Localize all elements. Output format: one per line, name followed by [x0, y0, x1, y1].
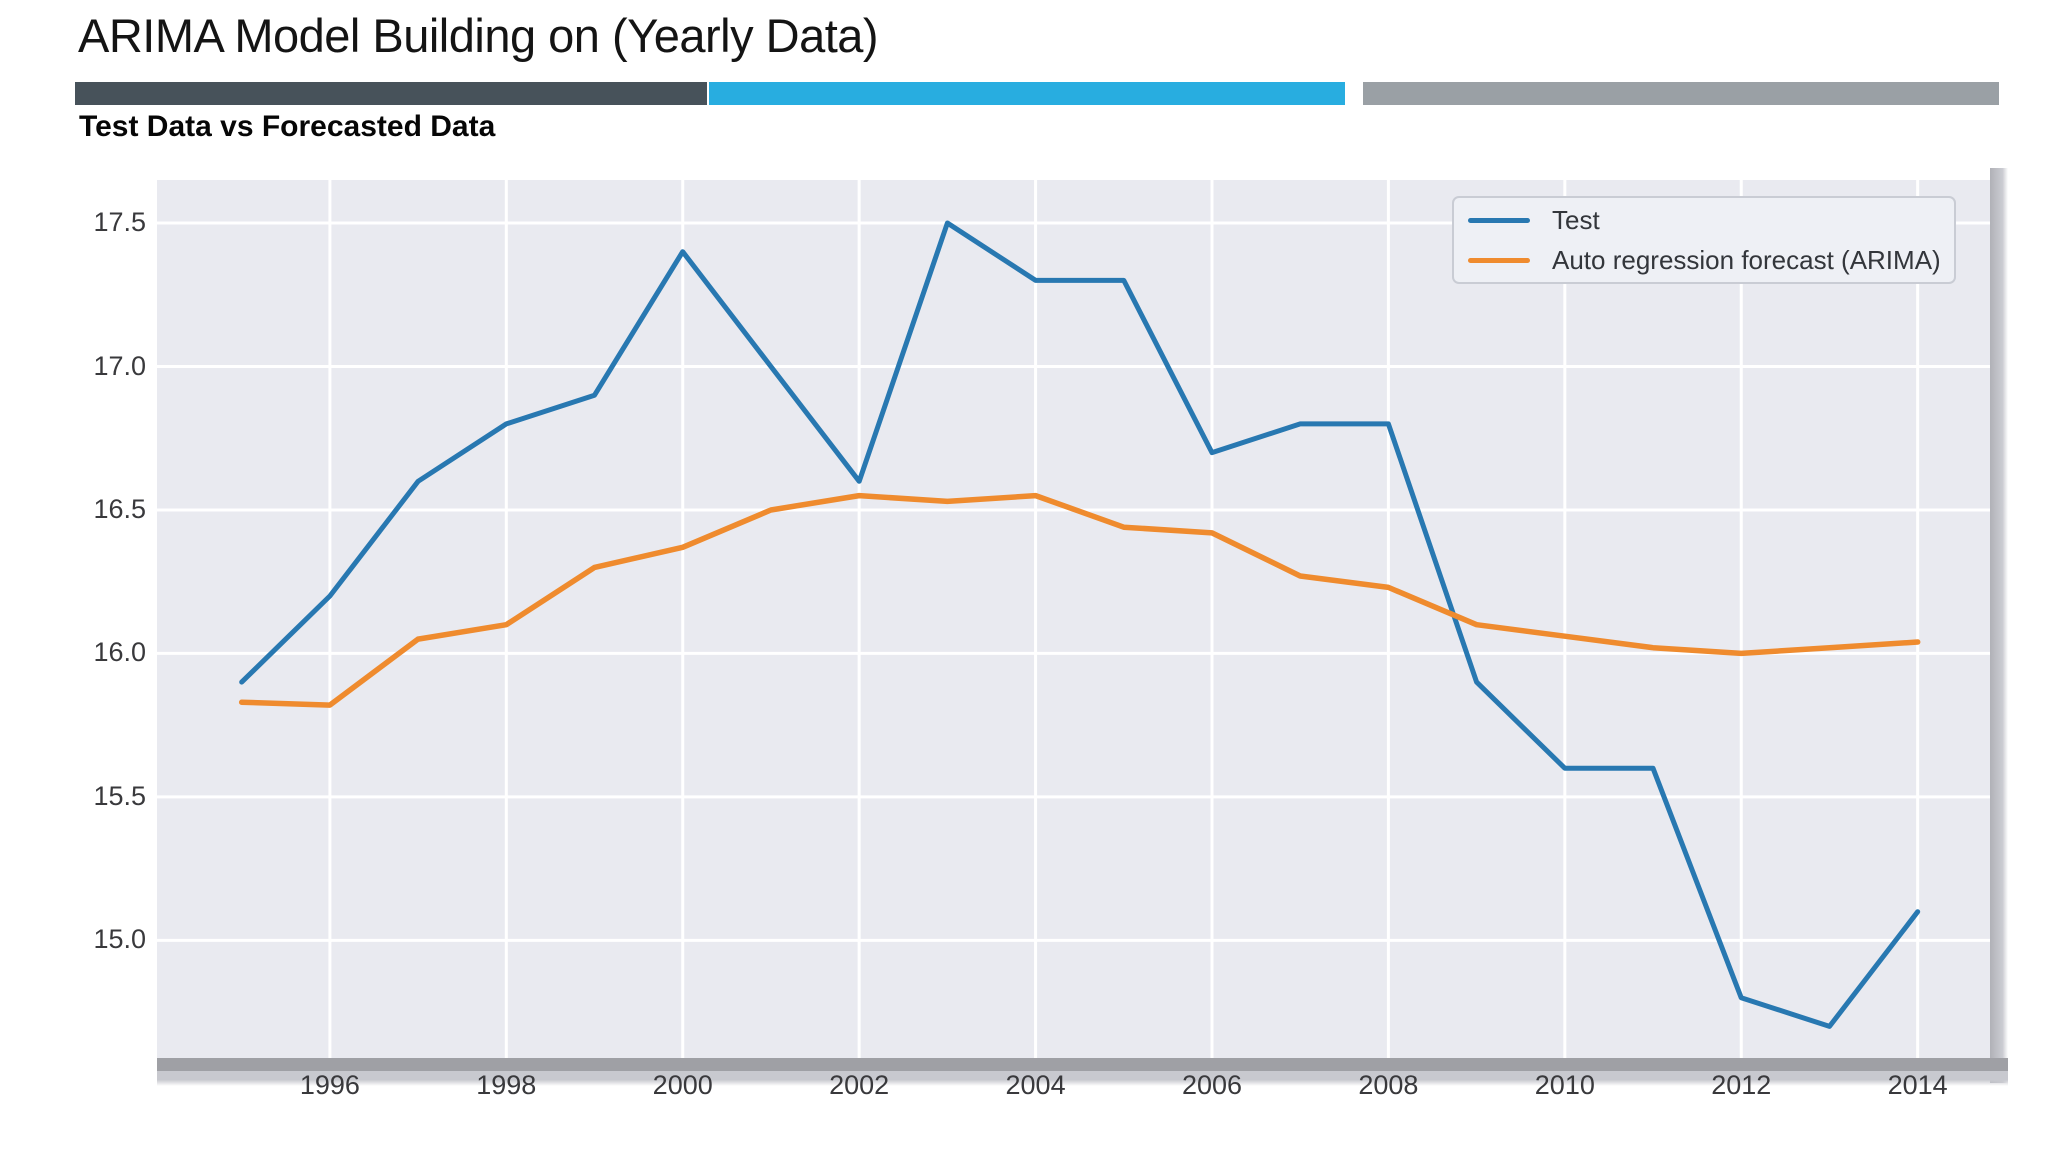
plot-canvas [157, 180, 1990, 1058]
y-tick-label: 17.0 [93, 350, 146, 381]
plot-shadow-bottom [157, 1058, 2008, 1086]
y-tick-label: 15.0 [93, 924, 146, 955]
title-divider [0, 82, 2048, 105]
x-tick-label: 1998 [476, 1070, 537, 1100]
page-title: ARIMA Model Building on (Yearly Data) [78, 9, 879, 62]
test-line-sample [1468, 217, 1530, 223]
x-tick-label: 2014 [1887, 1070, 1948, 1100]
divider-segment-blue [709, 82, 1345, 105]
legend-label-arima: Auto regression forecast (ARIMA) [1552, 244, 1941, 275]
test-series-line [239, 220, 1921, 1029]
arima-line-sample [1468, 257, 1530, 263]
divider-segment-dark [75, 82, 707, 105]
x-tick-label: 2006 [1181, 1070, 1243, 1100]
legend-item-arima: Auto regression forecast (ARIMA) [1468, 244, 1941, 276]
x-tick-label: 2012 [1711, 1070, 1772, 1100]
x-tick-label: 2000 [652, 1070, 713, 1100]
y-tick-label: 17.5 [93, 207, 146, 238]
x-tick-label: 2002 [829, 1070, 890, 1100]
chart-title: Test Data vs Forecasted Data [79, 110, 496, 143]
y-tick-label: 16.0 [93, 637, 146, 668]
chart-legend: Test Auto regression forecast (ARIMA) [1452, 196, 1956, 284]
divider-segment-gray [1363, 82, 1999, 105]
x-tick-label: 2008 [1358, 1070, 1419, 1100]
plot-area [157, 180, 1990, 1058]
arima-series-line [238, 492, 1921, 708]
legend-label-test: Test [1552, 204, 1600, 235]
x-tick-label: 2004 [1005, 1070, 1066, 1100]
plot-shadow-right [1990, 168, 2008, 1083]
x-tick-label: 1996 [299, 1070, 360, 1100]
y-tick-label: 16.5 [93, 493, 146, 524]
x-tick-label: 2010 [1534, 1070, 1595, 1100]
y-tick-label: 15.5 [93, 780, 146, 811]
legend-item-test: Test [1468, 205, 1940, 236]
plot-background [157, 180, 1990, 1058]
y-axis-tick-labels: 17.5 17.0 16.5 16.0 15.5 15.0 [0, 0, 146, 1152]
